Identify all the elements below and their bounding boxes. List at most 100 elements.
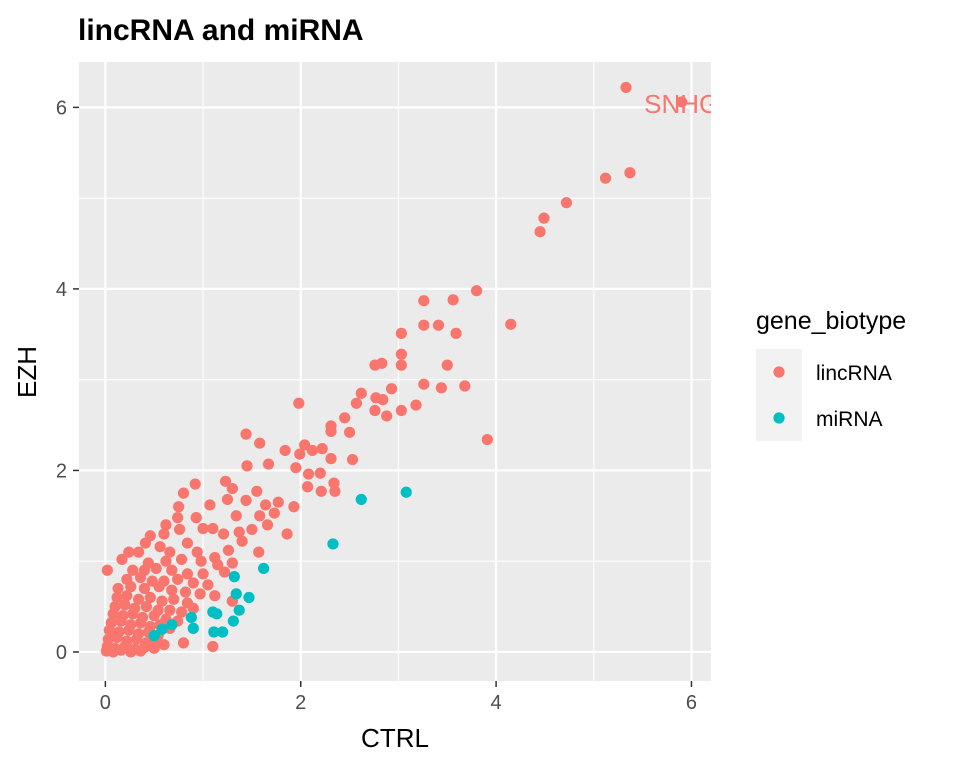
point-lincRNA: [125, 581, 137, 593]
point-lincRNA: [202, 579, 214, 591]
point-lincRNA: [294, 448, 306, 460]
point-lincRNA: [288, 501, 300, 513]
point-lincRNA: [181, 568, 194, 580]
point-lincRNA: [160, 519, 172, 531]
point-lincRNA: [435, 382, 447, 394]
point-lincRNA: [158, 639, 170, 651]
point-lincRNA: [207, 522, 219, 535]
point-lincRNA: [119, 599, 131, 611]
point-lincRNA: [441, 359, 453, 371]
point-lincRNA: [272, 496, 284, 508]
point-lincRNA: [534, 226, 546, 238]
y-tick-label: 4: [56, 279, 67, 301]
point-miRNA: [185, 611, 197, 624]
point-lincRNA: [127, 608, 139, 620]
point-lincRNA: [259, 499, 272, 511]
point-lincRNA: [125, 646, 137, 658]
point-miRNA: [187, 622, 199, 634]
point-lincRNA: [148, 610, 160, 622]
point-lincRNA: [195, 555, 207, 567]
point-lincRNA: [212, 559, 224, 571]
point-lincRNA: [293, 397, 305, 409]
point-lincRNA: [418, 319, 430, 331]
point-lincRNA: [177, 637, 190, 649]
point-lincRNA: [154, 541, 166, 553]
point-lincRNA: [111, 631, 123, 644]
point-lincRNA: [226, 557, 238, 569]
point-lincRNA: [164, 546, 176, 558]
annotations: SNHG: [644, 89, 719, 119]
point-lincRNA: [620, 81, 632, 94]
point-lincRNA: [459, 380, 471, 392]
chart-title: lincRNA and miRNA: [78, 14, 364, 47]
point-lincRNA: [418, 378, 430, 390]
point-lincRNA: [190, 512, 202, 524]
point-lincRNA: [115, 615, 127, 627]
point-miRNA: [156, 623, 168, 635]
point-lincRNA: [470, 285, 483, 297]
point-miRNA: [243, 591, 255, 604]
point-lincRNA: [172, 512, 184, 524]
point-lincRNA: [261, 519, 274, 531]
point-lincRNA: [174, 523, 186, 536]
point-lincRNA: [148, 642, 160, 654]
point-lincRNA: [395, 348, 407, 360]
point-lincRNA: [233, 526, 245, 538]
point-lincRNA: [197, 568, 209, 580]
point-lincRNA: [139, 537, 152, 549]
point-lincRNA: [599, 172, 612, 184]
legend-key-lincRNA: [773, 366, 785, 378]
panel-right-edge: [711, 62, 751, 681]
legend-label-miRNA: miRNA: [816, 408, 883, 431]
point-lincRNA: [111, 591, 123, 604]
point-lincRNA: [134, 645, 147, 657]
point-lincRNA: [156, 595, 168, 607]
point-miRNA: [227, 615, 239, 627]
point-lincRNA: [194, 588, 206, 600]
point-miRNA: [208, 626, 220, 638]
point-lincRNA: [166, 584, 178, 596]
point-lincRNA: [217, 528, 230, 540]
point-lincRNA: [251, 485, 263, 497]
point-lincRNA: [253, 546, 265, 558]
y-tick-label: 2: [56, 460, 67, 482]
x-tick-label: 0: [100, 692, 111, 714]
point-lincRNA: [395, 327, 407, 339]
point-miRNA: [230, 588, 242, 600]
point-lincRNA: [240, 494, 252, 506]
point-lincRNA: [302, 468, 315, 480]
point-miRNA: [355, 493, 367, 506]
point-lincRNA: [191, 546, 203, 558]
point-lincRNA: [219, 475, 232, 487]
point-lincRNA: [254, 510, 266, 522]
point-lincRNA: [123, 624, 135, 636]
point-lincRNA: [281, 528, 293, 540]
point-lincRNA: [418, 295, 430, 307]
point-lincRNA: [315, 485, 327, 497]
point-lincRNA: [624, 167, 636, 179]
point-lincRNA: [197, 522, 209, 535]
point-lincRNA: [134, 617, 147, 629]
grid-major: [79, 62, 711, 681]
point-miRNA: [216, 626, 229, 638]
point-lincRNA: [204, 499, 216, 511]
data-points: [100, 81, 688, 658]
point-lincRNA: [343, 426, 356, 438]
point-lincRNA: [301, 481, 314, 493]
point-lincRNA: [226, 482, 238, 495]
point-lincRNA: [306, 444, 319, 457]
point-lincRNA: [158, 528, 170, 540]
point-lincRNA: [236, 535, 248, 547]
point-lincRNA: [350, 397, 363, 409]
point-lincRNA: [218, 566, 231, 578]
point-lincRNA: [189, 478, 201, 490]
point-miRNA: [327, 538, 339, 550]
legend-title: gene_biotype: [756, 307, 906, 335]
point-lincRNA: [187, 577, 199, 589]
point-lincRNA: [127, 564, 139, 576]
point-miRNA: [148, 630, 160, 642]
point-lincRNA: [432, 319, 445, 331]
point-lincRNA: [132, 593, 145, 605]
point-lincRNA: [560, 197, 573, 209]
